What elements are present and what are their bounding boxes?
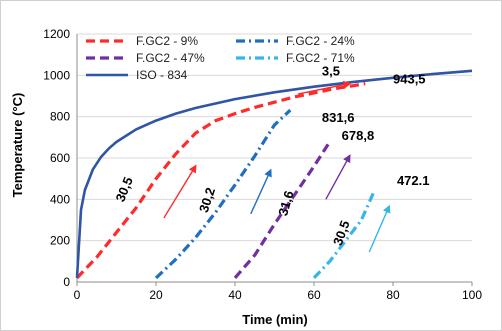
x-tick-label: 80	[386, 288, 400, 302]
trend-arrow	[163, 164, 197, 219]
trend-arrow	[368, 204, 391, 253]
legend: F.GC2 - 9% F.GC2 - 24% F.GC2 - 47% F.GC2 - …	[86, 34, 355, 82]
y-tick-label: 400	[50, 192, 70, 206]
x-tick-label: 0	[74, 288, 81, 302]
legend-label: F.GC2 - 71%	[286, 51, 355, 65]
annotation-label: 472.1	[397, 173, 430, 188]
trend-arrow	[250, 168, 272, 215]
x-axis-title: Time (min)	[242, 312, 308, 327]
axes: 0 200 400 600 800 1000 1200 0 20 40 60 80 100	[43, 27, 482, 302]
y-tick-label: 1200	[43, 27, 70, 41]
series-layer	[75, 69, 473, 280]
series-line	[154, 108, 292, 280]
annotation-label: 31,6	[275, 189, 296, 217]
x-tick-label: 100	[462, 288, 482, 302]
x-tick-label: 40	[228, 288, 242, 302]
annotation-label: 678,8	[342, 128, 375, 143]
arrows-layer	[163, 80, 391, 253]
annotation-label: 30,2	[196, 186, 218, 215]
x-tick-label: 20	[149, 288, 163, 302]
annotation-label: 831,6	[322, 110, 355, 125]
annotation-label: 943,5	[393, 72, 426, 87]
series-line	[75, 82, 366, 280]
series-line	[312, 192, 375, 280]
y-tick-label: 1000	[43, 68, 70, 82]
legend-label: F.GC2 - 24%	[286, 34, 355, 48]
y-tick-label: 200	[50, 234, 70, 248]
legend-label: F.GC2 - 9%	[136, 34, 198, 48]
trend-arrow	[325, 154, 351, 200]
x-tick-label: 60	[307, 288, 321, 302]
legend-label: F.GC2 - 47%	[136, 51, 205, 65]
y-tick-label: 0	[63, 275, 70, 289]
y-axis-title: Temperature (°C)	[10, 93, 25, 198]
trend-arrow	[298, 80, 352, 95]
annotation-label: 3,5	[322, 63, 340, 78]
annotation-label: 30,5	[330, 218, 353, 247]
series-line	[75, 69, 473, 278]
y-tick-label: 600	[50, 151, 70, 165]
y-tick-label: 800	[50, 110, 70, 124]
series-line	[233, 140, 332, 279]
legend-label: ISO - 834	[136, 68, 188, 82]
